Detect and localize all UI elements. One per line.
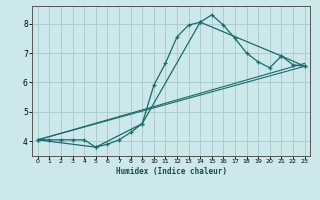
X-axis label: Humidex (Indice chaleur): Humidex (Indice chaleur) [116,167,227,176]
